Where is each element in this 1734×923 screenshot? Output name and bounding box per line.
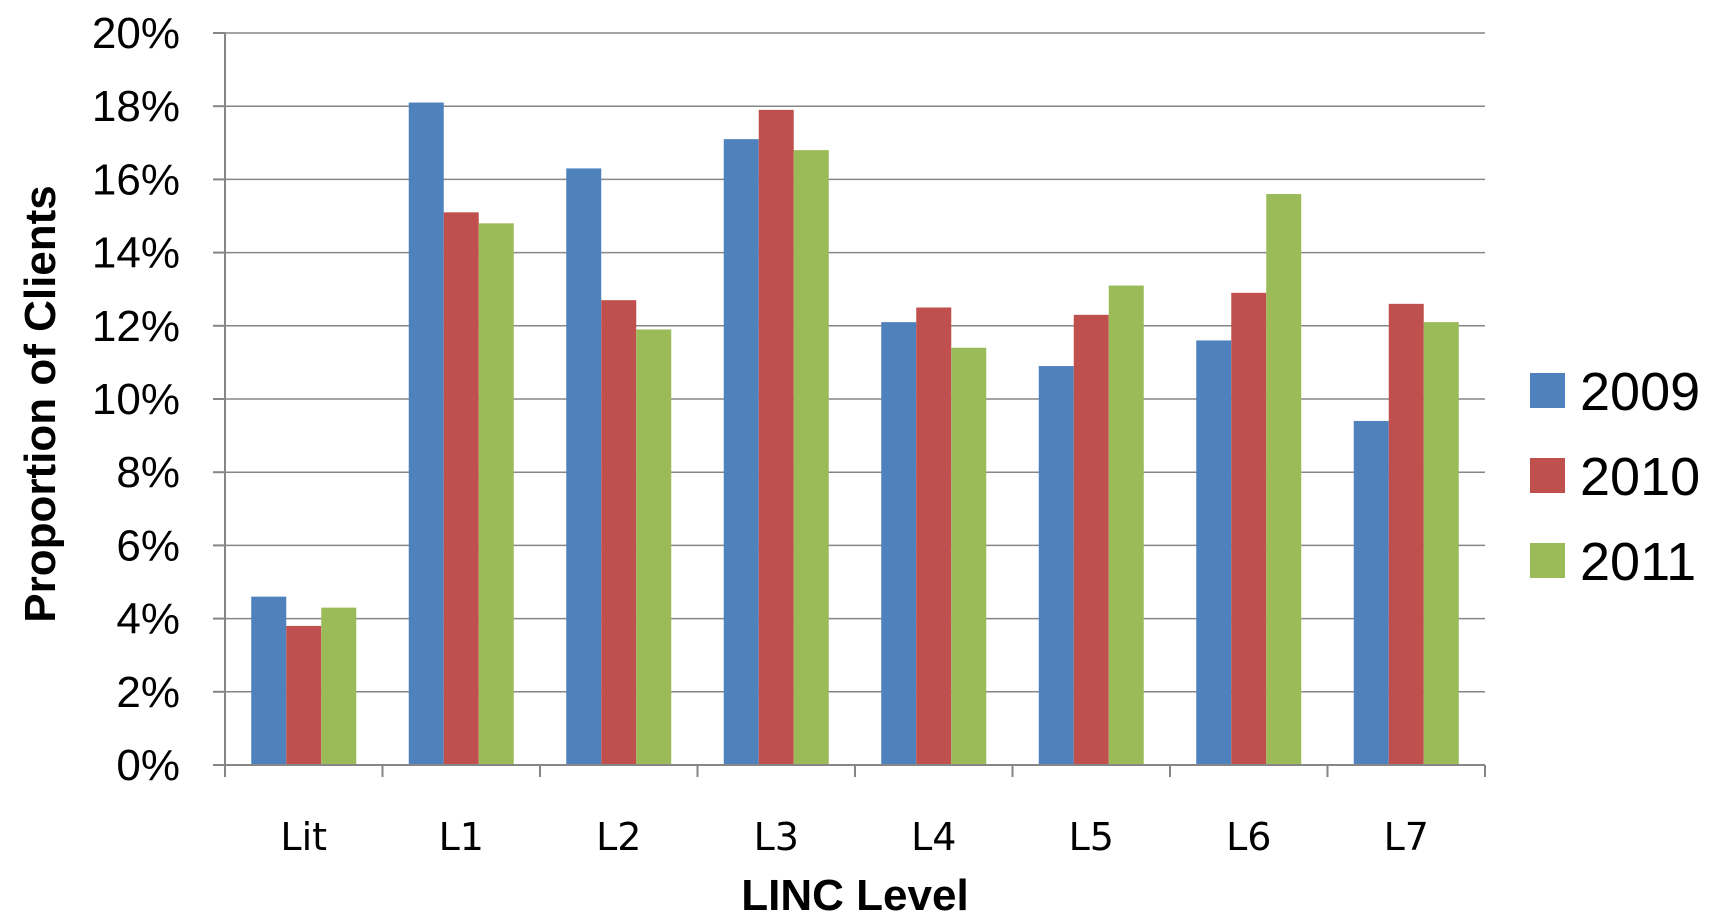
- legend-label: 2011: [1580, 532, 1696, 592]
- bar-2011-L5: [1108, 285, 1144, 765]
- y-tick-label: 16%: [92, 155, 180, 204]
- bar-2010-L5: [1073, 314, 1109, 765]
- y-tick-label: 12%: [92, 302, 180, 351]
- y-axis-ticks: 0% 2% 4% 6% 8% 10% 12% 14% 16% 18% 20%: [92, 9, 225, 790]
- y-tick-label: 2%: [116, 668, 180, 717]
- legend-swatch: [1530, 543, 1565, 578]
- legend-swatch: [1530, 458, 1565, 493]
- bar-2011-L4: [951, 347, 987, 765]
- bar-2009-L3: [723, 139, 759, 765]
- y-tick-label: 4%: [116, 595, 180, 644]
- legend-swatch: [1530, 373, 1565, 408]
- bar-2009-L6: [1196, 340, 1232, 765]
- y-tick-label: 14%: [92, 229, 180, 278]
- bar-2011-L7: [1423, 322, 1459, 765]
- bars: [251, 102, 1459, 766]
- x-axis-ticks: Lit L1 L2 L3 L4 L5 L6 L7: [224, 765, 1486, 859]
- bar-2010-L2: [601, 300, 637, 765]
- y-tick-label: 6%: [116, 521, 180, 570]
- y-axis-title: Proportion of Clients: [16, 185, 65, 623]
- y-tick-label: 0%: [116, 741, 180, 790]
- x-tick-label: Lit: [280, 815, 327, 859]
- bar-2011-Lit: [321, 607, 357, 765]
- bar-2009-L1: [408, 102, 444, 766]
- y-tick-label: 20%: [92, 9, 180, 58]
- bar-2010-L6: [1231, 292, 1267, 765]
- bar-2011-L1: [478, 223, 514, 765]
- x-tick-label: L6: [1226, 815, 1271, 859]
- y-tick-label: 8%: [116, 448, 180, 497]
- legend: 2009 2010 2011: [1530, 362, 1700, 592]
- bar-2010-Lit: [286, 625, 322, 765]
- x-tick-label: L3: [754, 815, 799, 859]
- bar-2009-L4: [881, 322, 917, 765]
- bar-2011-L3: [793, 150, 829, 765]
- bar-2010-L4: [916, 307, 952, 765]
- y-tick-label: 18%: [92, 82, 180, 131]
- bar-2010-L3: [758, 109, 794, 766]
- x-tick-label: L2: [596, 815, 641, 859]
- legend-label: 2010: [1580, 447, 1700, 507]
- x-tick-label: L4: [911, 815, 956, 859]
- bar-2011-L2: [636, 329, 672, 765]
- x-tick-label: L7: [1384, 815, 1429, 859]
- bar-2010-L7: [1388, 303, 1424, 765]
- x-axis-title: LINC Level: [741, 871, 968, 920]
- bar-2009-L7: [1353, 420, 1389, 765]
- bar-2011-L6: [1266, 194, 1302, 766]
- legend-label: 2009: [1580, 362, 1700, 422]
- x-tick-label: L5: [1069, 815, 1114, 859]
- bar-2009-L2: [566, 168, 602, 766]
- x-tick-label: L1: [439, 815, 484, 859]
- bar-2009-Lit: [251, 596, 287, 765]
- y-tick-label: 10%: [92, 375, 180, 424]
- bar-2009-L5: [1038, 366, 1074, 765]
- bar-2010-L1: [443, 212, 479, 766]
